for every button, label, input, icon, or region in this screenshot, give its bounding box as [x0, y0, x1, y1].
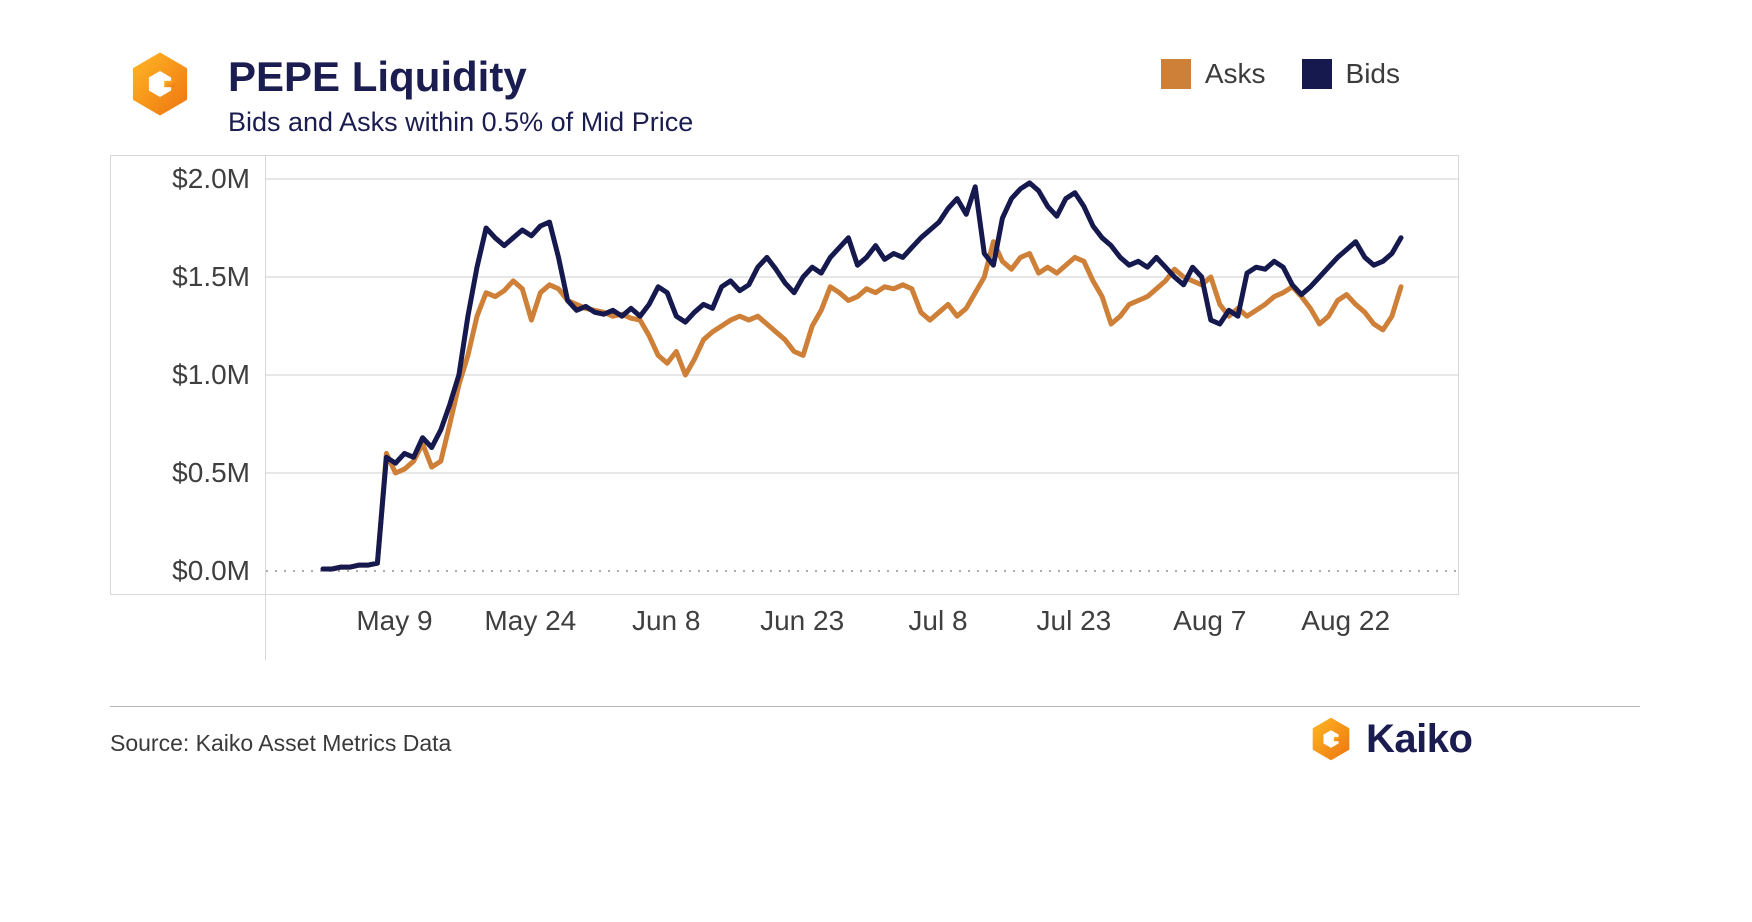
legend-label-asks: Asks: [1204, 58, 1266, 89]
kaiko-logo: [126, 50, 194, 118]
x-tick-label: Jul 8: [908, 605, 968, 636]
y-axis-line: [265, 155, 266, 660]
bids-line: [320, 180, 1404, 572]
legend-item-asks: Asks: [1160, 58, 1266, 90]
asks-line: [320, 239, 1404, 572]
x-tick-label: Jul 23: [1036, 605, 1112, 636]
plot-area: [266, 178, 1458, 572]
chart-header: PEPE Liquidity Bids and Asks within 0.5%…: [228, 53, 694, 138]
x-tick-label: Aug 22: [1301, 605, 1391, 636]
kaiko-logo-small: [1312, 717, 1350, 761]
y-tick-label: $1.5M: [172, 261, 250, 292]
legend-label-bids: Bids: [1345, 58, 1400, 89]
y-tick-label: $2.0M: [172, 163, 250, 194]
kaiko-logo-icon: [132, 52, 188, 116]
y-axis: $0.0M $0.5M $1.0M $1.5M $2.0M: [111, 156, 266, 594]
asks-swatch: [1160, 59, 1191, 89]
x-tick-label: Aug 7: [1173, 605, 1247, 636]
legend: Asks Bids: [1160, 58, 1400, 90]
x-tick-label: May 9: [356, 605, 433, 636]
source-note: Source: Kaiko Asset Metrics Data: [110, 730, 452, 756]
x-tick-label: May 24: [484, 605, 577, 636]
x-tick-label: Jun 23: [760, 605, 845, 636]
kaiko-wordmark: Kaiko: [1366, 716, 1473, 761]
kaiko-brand: Kaiko: [1308, 716, 1473, 762]
x-tick-label: Jun 8: [631, 605, 701, 636]
y-tick-label: $1.0M: [172, 359, 250, 390]
legend-item-bids: Bids: [1301, 58, 1400, 90]
bids-swatch: [1301, 59, 1332, 89]
chart-subtitle: Bids and Asks within 0.5% of Mid Price: [228, 107, 694, 138]
plot-frame: $0.0M $0.5M $1.0M $1.5M $2.0M: [110, 155, 1459, 595]
x-axis: May 9 May 24 Jun 8 Jun 23 Jul 8 Jul 23 Aug 7 Au…: [265, 605, 1457, 643]
y-tick-label: $0.0M: [172, 555, 250, 586]
page-title: PEPE Liquidity: [228, 53, 527, 100]
footer-divider: [110, 706, 1640, 707]
y-tick-label: $0.5M: [172, 457, 250, 488]
